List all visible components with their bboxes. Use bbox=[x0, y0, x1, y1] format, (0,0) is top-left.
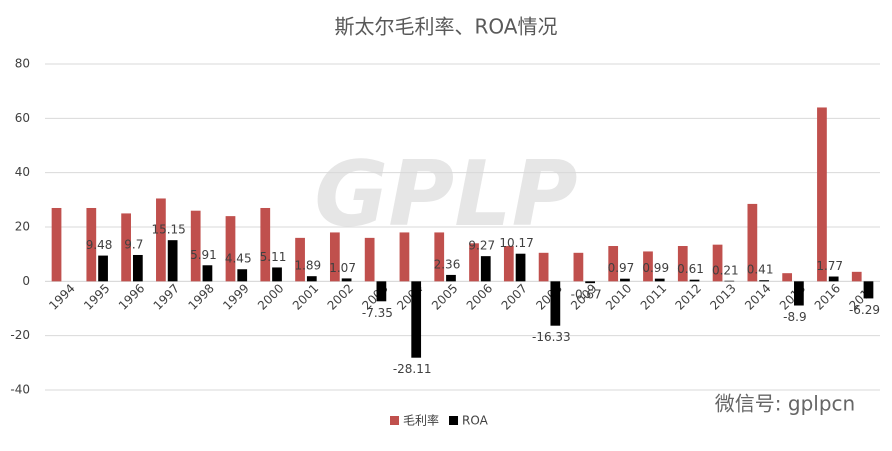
y-tick-label: -20 bbox=[10, 328, 30, 342]
bar bbox=[167, 240, 178, 282]
bar bbox=[573, 252, 584, 282]
data-label: -6.29 bbox=[849, 303, 880, 317]
bar bbox=[190, 210, 201, 282]
data-label: 9.48 bbox=[86, 238, 113, 252]
bar bbox=[341, 278, 352, 282]
y-tick-label: 40 bbox=[15, 165, 30, 179]
bar bbox=[503, 246, 514, 282]
data-label: 9.27 bbox=[468, 239, 495, 253]
data-label: 15.15 bbox=[151, 223, 185, 237]
bar bbox=[747, 203, 758, 282]
bar bbox=[585, 281, 596, 284]
data-label: 10.17 bbox=[499, 236, 533, 250]
data-label: 5.11 bbox=[260, 250, 287, 264]
data-label: 9.7 bbox=[124, 237, 143, 251]
y-tick-label: 80 bbox=[15, 57, 30, 71]
legend-swatch bbox=[449, 416, 459, 425]
bar bbox=[260, 207, 271, 282]
bar bbox=[376, 281, 387, 302]
y-tick-label: 20 bbox=[15, 220, 30, 234]
data-label: -7.35 bbox=[362, 306, 393, 320]
bar bbox=[98, 255, 108, 282]
bar bbox=[828, 276, 839, 282]
data-label: 0.41 bbox=[747, 263, 774, 277]
bar bbox=[202, 265, 213, 282]
bar bbox=[643, 251, 653, 282]
legend-label: ROA bbox=[462, 414, 489, 428]
bar bbox=[782, 273, 793, 282]
bar bbox=[272, 267, 282, 282]
bar bbox=[677, 246, 688, 282]
bar bbox=[121, 213, 131, 282]
data-label: -8.9 bbox=[783, 310, 806, 324]
y-tick-label: 0 bbox=[22, 274, 30, 288]
legend-swatch bbox=[390, 416, 399, 425]
bar bbox=[689, 279, 700, 282]
bar bbox=[156, 198, 166, 282]
data-label: 0.21 bbox=[712, 263, 739, 277]
data-label: 2.36 bbox=[434, 257, 461, 271]
bar bbox=[237, 269, 248, 282]
bar bbox=[863, 281, 874, 299]
data-label: 1.89 bbox=[294, 259, 321, 273]
data-label: 1.07 bbox=[329, 261, 356, 275]
bar bbox=[132, 254, 143, 282]
y-tick-label: -40 bbox=[10, 383, 30, 397]
chart-title: 斯太尔毛利率、ROA情况 bbox=[335, 15, 558, 39]
data-label: 0.97 bbox=[608, 261, 635, 275]
bar bbox=[364, 237, 375, 282]
bar bbox=[724, 280, 735, 282]
bar bbox=[51, 207, 62, 282]
data-label: 1.77 bbox=[816, 259, 843, 273]
bar bbox=[295, 237, 305, 282]
footer: 微信号: gplpcn bbox=[715, 392, 855, 416]
bar bbox=[446, 274, 456, 282]
bar bbox=[538, 252, 549, 282]
data-label: -28.11 bbox=[393, 362, 432, 376]
data-label: 0.99 bbox=[642, 261, 669, 275]
bar bbox=[712, 244, 723, 282]
bar bbox=[515, 253, 526, 282]
bar bbox=[794, 281, 804, 306]
bar bbox=[86, 207, 97, 282]
watermark: GPLP bbox=[314, 142, 577, 247]
bar bbox=[817, 107, 827, 282]
bar bbox=[399, 232, 410, 282]
bar bbox=[851, 271, 862, 282]
bar bbox=[550, 281, 561, 326]
bar bbox=[225, 216, 236, 282]
data-label: -0.67 bbox=[571, 288, 602, 302]
bar bbox=[654, 278, 665, 282]
bar bbox=[411, 281, 422, 358]
legend-label: 毛利率 bbox=[403, 413, 439, 428]
bar bbox=[620, 278, 630, 282]
y-tick-label: 60 bbox=[15, 111, 30, 125]
data-label: 5.91 bbox=[190, 248, 217, 262]
data-label: -16.33 bbox=[532, 330, 571, 344]
data-label: 4.45 bbox=[225, 252, 252, 266]
bar bbox=[306, 276, 317, 282]
bar bbox=[759, 280, 769, 282]
bar bbox=[329, 232, 340, 282]
bar bbox=[608, 246, 619, 282]
bar bbox=[480, 256, 491, 282]
data-label: 0.61 bbox=[677, 262, 704, 276]
bar bbox=[434, 232, 445, 282]
bar bbox=[469, 243, 479, 282]
